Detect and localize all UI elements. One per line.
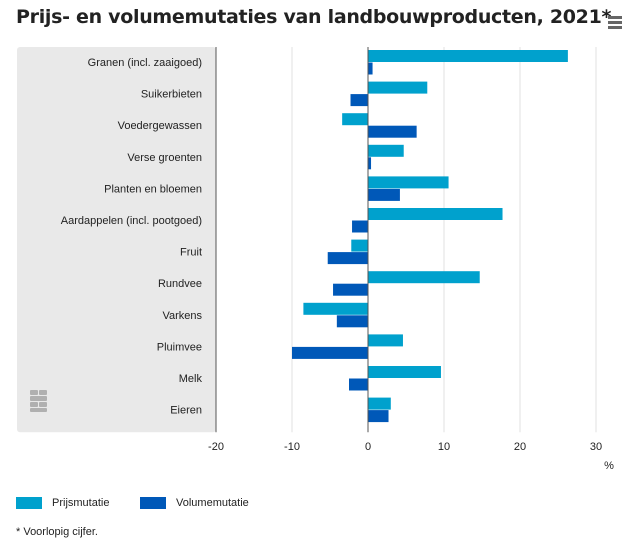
chart-title: Prijs- en volumemutaties van landbouwpro…	[16, 6, 612, 28]
x-tick-label-10: 10	[438, 441, 450, 453]
bar-volumemutatie-fruit	[327, 252, 368, 265]
bar-prijsmutatie-voedergewassen	[342, 113, 368, 126]
x-tick-label-0: 0	[365, 441, 371, 453]
bar-volumemutatie-suikerbieten	[350, 94, 368, 107]
bar-volumemutatie-planten-en-bloemen	[368, 188, 400, 201]
cbs-logo-icon	[30, 390, 47, 412]
legend-item-prijsmutatie[interactable]: Prijsmutatie	[16, 497, 110, 510]
cbs-logo-block	[30, 408, 47, 412]
cbs-logo-block	[39, 390, 47, 395]
legend-label-prijsmutatie: Prijsmutatie	[52, 497, 110, 510]
category-label-panel	[17, 47, 216, 433]
category-label-eieren: Eieren	[170, 405, 202, 417]
bar-prijsmutatie-eieren	[368, 397, 391, 410]
category-label-varkens: Varkens	[162, 310, 202, 322]
legend-swatch-prijsmutatie	[16, 497, 42, 510]
category-label-verse-groenten: Verse groenten	[127, 152, 202, 164]
bar-prijsmutatie-rundvee	[368, 271, 480, 284]
x-axis-unit: %	[604, 460, 614, 472]
bar-volumemutatie-voedergewassen	[368, 125, 417, 138]
x-tick-label-20: 20	[514, 441, 526, 453]
bar-prijsmutatie-pluimvee	[368, 334, 403, 347]
bar-prijsmutatie-aardappelen-incl-pootgoed	[368, 208, 503, 220]
bar-prijsmutatie-melk	[368, 366, 441, 378]
bar-volumemutatie-rundvee	[333, 283, 368, 296]
bar-volumemutatie-pluimvee	[292, 346, 368, 359]
bar-volumemutatie-verse-groenten	[368, 157, 372, 170]
footnote: * Voorlopig cijfer.	[16, 526, 98, 538]
bar-prijsmutatie-planten-en-bloemen	[368, 176, 449, 189]
bar-volumemutatie-varkens	[336, 315, 368, 328]
bar-prijsmutatie-varkens	[303, 302, 368, 315]
bar-prijsmutatie-fruit	[351, 239, 368, 252]
hamburger-menu-icon[interactable]	[604, 12, 626, 34]
x-tick-label-20: -20	[208, 441, 224, 453]
category-label-rundvee: Rundvee	[158, 278, 202, 290]
legend-label-volumemutatie: Volumemutatie	[176, 497, 249, 510]
category-label-suikerbieten: Suikerbieten	[141, 89, 202, 101]
category-label-aardappelen-incl-pootgoed: Aardappelen (incl. pootgoed)	[61, 215, 202, 227]
bar-prijsmutatie-suikerbieten	[368, 81, 428, 94]
legend-item-volumemutatie[interactable]: Volumemutatie	[140, 497, 249, 510]
bar-prijsmutatie-verse-groenten	[368, 144, 404, 157]
bar-volumemutatie-granen-incl-zaaigoed	[368, 62, 373, 75]
x-tick-label-10: -10	[284, 441, 300, 453]
bar-chart: -20 -10 0 10 20 30% Granen (incl. zaaigoed) Sui…	[17, 47, 614, 472]
legend-swatch-volumemutatie	[140, 497, 166, 510]
x-tick-label-30: 30	[590, 441, 602, 453]
category-label-voedergewassen: Voedergewassen	[118, 120, 202, 132]
bar-volumemutatie-melk	[349, 378, 368, 391]
bar-volumemutatie-eieren	[368, 410, 389, 423]
cbs-logo-block	[30, 390, 38, 395]
category-label-pluimvee: Pluimvee	[157, 341, 202, 353]
category-label-melk: Melk	[179, 373, 203, 385]
cbs-logo-block	[30, 402, 38, 407]
category-label-planten-en-bloemen: Planten en bloemen	[104, 183, 202, 195]
category-label-granen-incl-zaaigoed: Granen (incl. zaaigoed)	[88, 57, 202, 69]
category-label-fruit: Fruit	[180, 247, 202, 259]
cbs-logo-block	[30, 396, 47, 401]
bar-prijsmutatie-granen-incl-zaaigoed	[368, 50, 568, 62]
bar-volumemutatie-aardappelen-incl-pootgoed	[352, 220, 368, 233]
cbs-logo-block	[39, 402, 47, 407]
